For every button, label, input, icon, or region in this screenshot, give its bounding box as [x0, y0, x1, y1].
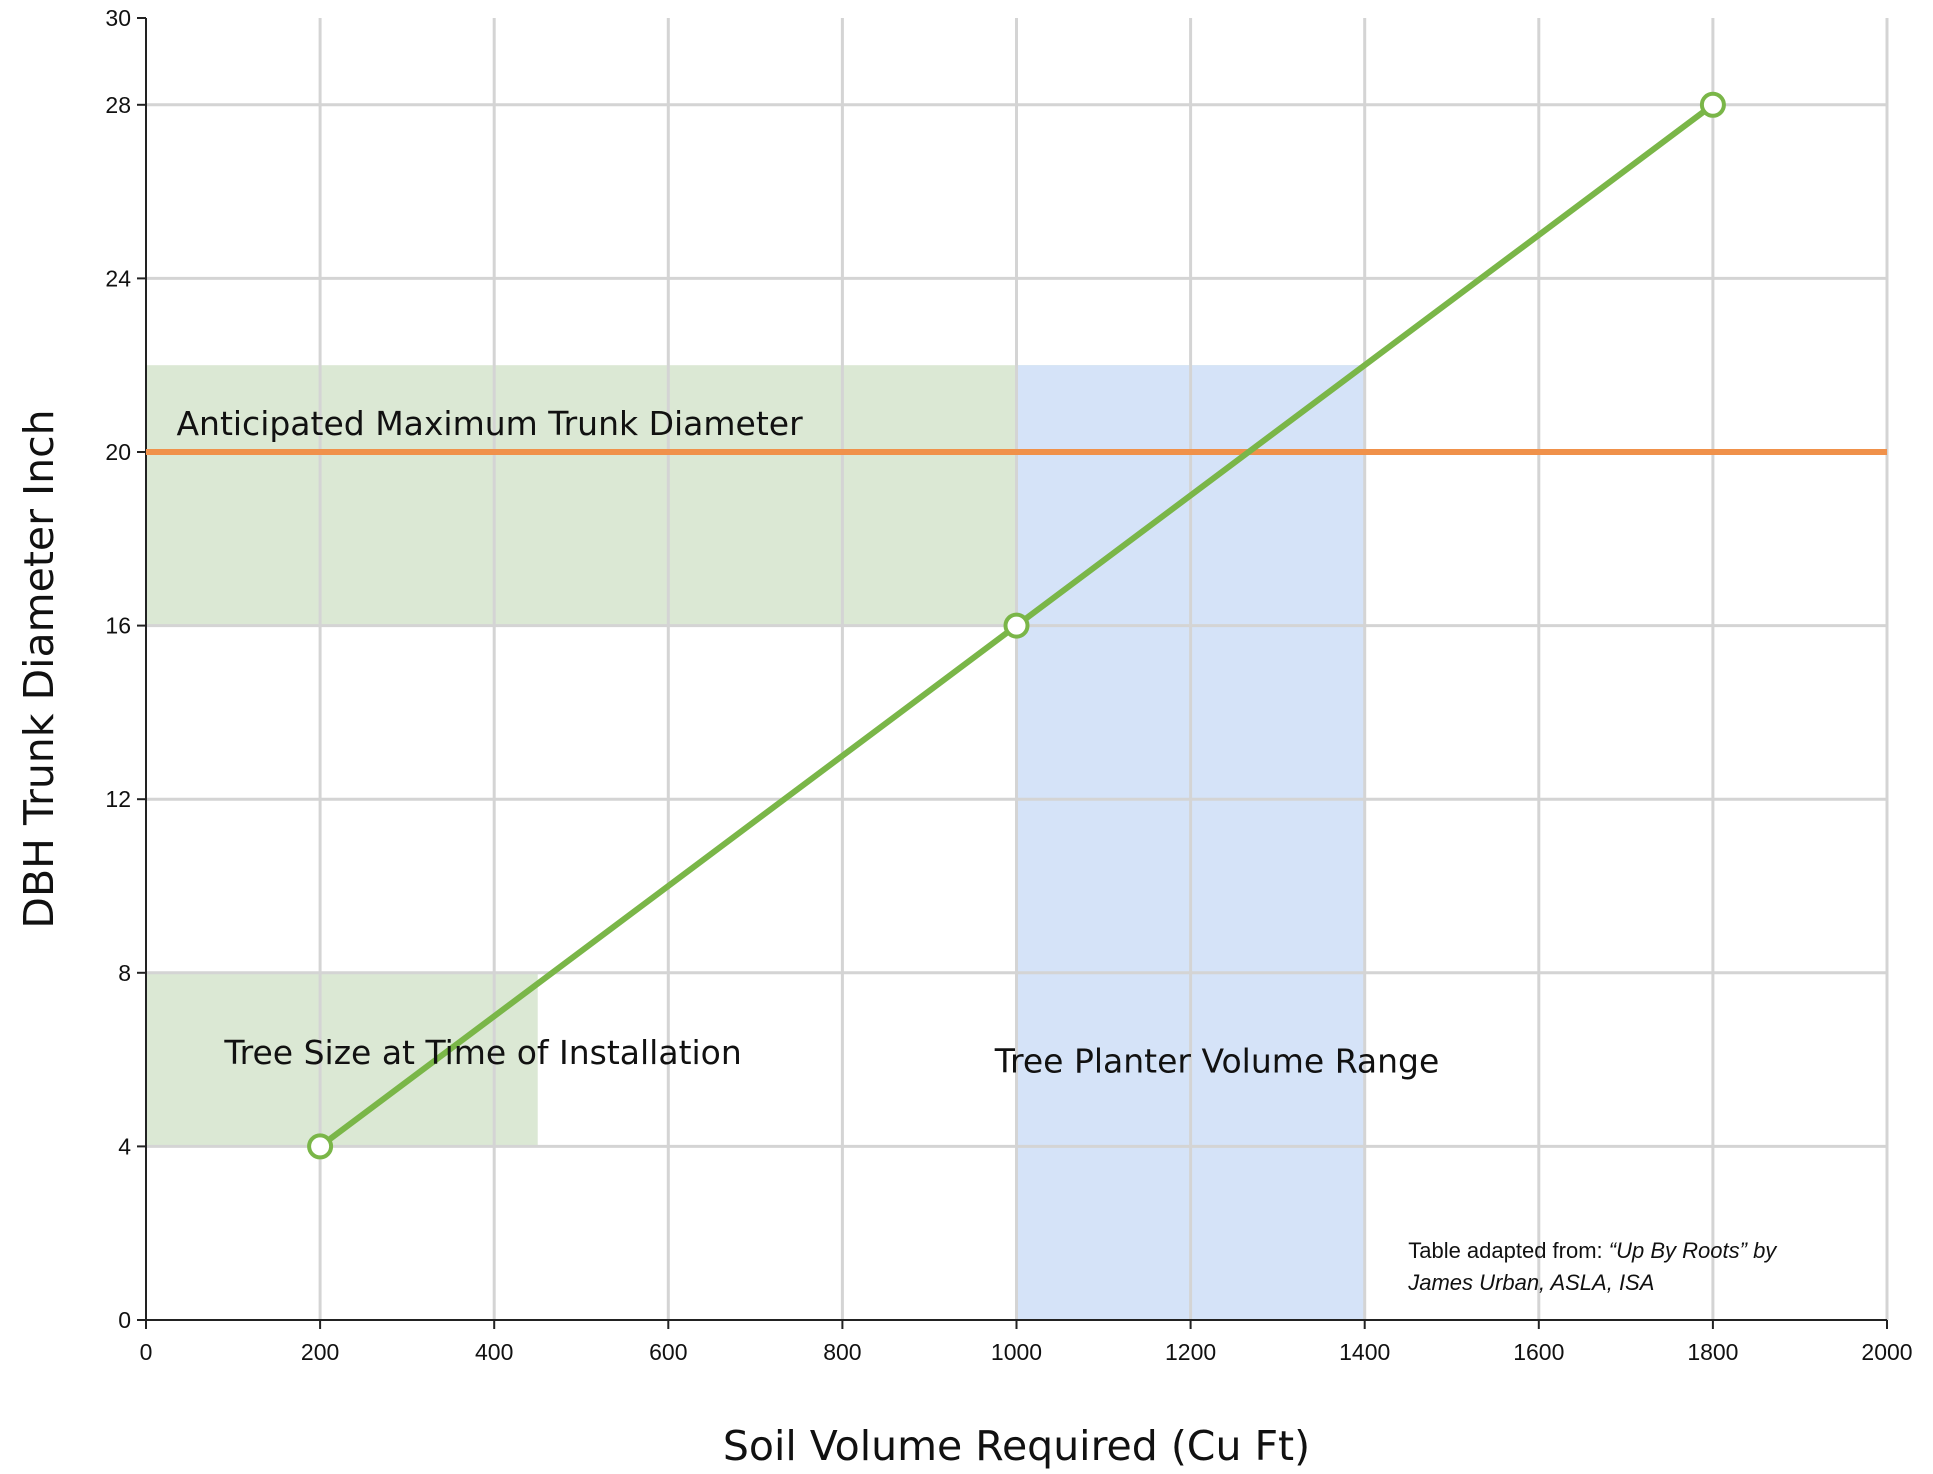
- band-1: [146, 972, 538, 1147]
- source-note-title: “Up By Roots”: [1609, 1238, 1749, 1263]
- reference-line-label: Anticipated Maximum Trunk Diameter: [176, 404, 803, 443]
- series-layer: [307, 91, 1726, 1160]
- label-layer: Anticipated Maximum Trunk Diameter Tree …: [15, 404, 1778, 1470]
- data-point: [307, 1133, 334, 1160]
- x-tick-label: 1800: [1687, 1339, 1738, 1365]
- band-label-installation: Tree Size at Time of Installation: [223, 1033, 741, 1072]
- y-tick-label: 0: [118, 1307, 131, 1333]
- source-note-line-1: Table adapted from: “Up By Roots” by: [1408, 1238, 1778, 1263]
- x-tick-label: 800: [823, 1339, 861, 1365]
- data-point: [1003, 612, 1030, 639]
- x-tick-label: 1400: [1339, 1339, 1390, 1365]
- y-tick-label: 16: [105, 613, 131, 639]
- y-axis-title: DBH Trunk Diameter Inch: [15, 409, 63, 928]
- band-label-planter-volume: Tree Planter Volume Range: [994, 1042, 1440, 1081]
- x-tick-label: 2000: [1861, 1339, 1912, 1365]
- grid-layer: [146, 18, 1889, 1320]
- source-note-prefix: Table adapted from:: [1408, 1238, 1609, 1263]
- y-tick-label: 20: [105, 439, 131, 465]
- x-tick-label: 1000: [991, 1339, 1042, 1365]
- x-tick-label: 0: [140, 1339, 153, 1365]
- x-tick-label: 400: [475, 1339, 513, 1365]
- x-tick-label: 600: [649, 1339, 687, 1365]
- x-axis-title: Soil Volume Required (Cu Ft): [723, 1422, 1310, 1469]
- y-tick-label: 12: [105, 786, 131, 812]
- x-tick-label: 1600: [1513, 1339, 1564, 1365]
- source-note-line-2: James Urban, ASLA, ISA: [1407, 1270, 1654, 1295]
- axes-layer: 0 200 400 600 800 1000 1200 1400 1600 1800 2000 0 4 8…: [105, 5, 1912, 1365]
- data-point: [1699, 91, 1726, 118]
- y-tick-label: 24: [105, 265, 131, 291]
- source-note-suffix: by: [1747, 1238, 1778, 1263]
- x-tick-label: 200: [301, 1339, 339, 1365]
- y-tick-label: 4: [118, 1133, 131, 1159]
- bands-layer: [146, 365, 1365, 1320]
- x-tick-label: 1200: [1165, 1339, 1216, 1365]
- y-tick-label: 28: [105, 92, 131, 118]
- y-tick-label: 30: [105, 5, 131, 31]
- y-tick-label: 8: [118, 960, 131, 986]
